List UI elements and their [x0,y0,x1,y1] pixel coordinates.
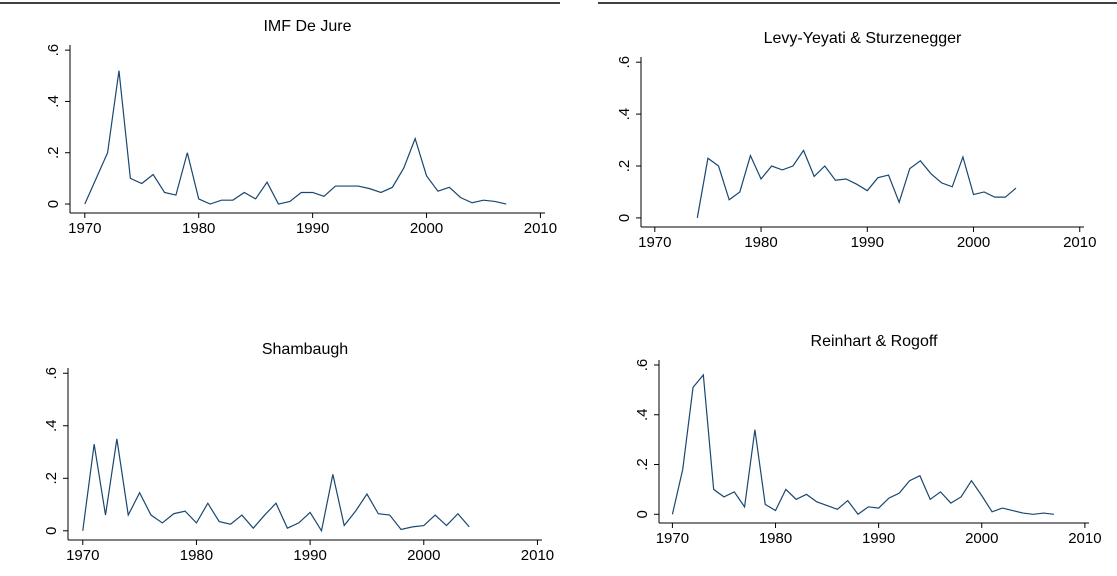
x-tick-label: 1980 [182,220,215,237]
y-tick-label: .4 [45,95,62,108]
x-tick-label: 2010 [521,547,554,564]
y-tick-label: .4 [634,408,651,421]
y-tick-label: 0 [43,527,60,535]
series-line [696,149,1017,219]
x-tick-label: 1980 [759,530,792,547]
y-tick-label: .2 [616,160,633,173]
chart-title: Reinhart & Rogoff [811,333,938,350]
y-tick-label: .6 [634,359,651,372]
x-tick-label: 1980 [744,234,777,251]
x-tick-label: 1990 [862,530,895,547]
y-tick-label: 0 [634,510,651,518]
x-tick-label: 1990 [851,234,884,251]
y-tick-label: .2 [45,146,62,159]
x-tick-label: 1970 [66,547,99,564]
x-tick-label: 1970 [638,234,671,251]
x-tick-label: 1980 [180,547,213,564]
y-tick-label: .2 [43,472,60,485]
series-line [671,373,1055,516]
y-tick-label: .6 [43,367,60,380]
x-tick-label: 2000 [410,220,443,237]
x-tick-label: 2000 [957,234,990,251]
y-tick-label: 0 [45,200,62,208]
x-tick-label: 1990 [293,547,326,564]
y-tick-label: 0 [616,214,633,222]
series-line [82,438,470,533]
chart-title: IMF De Jure [263,18,351,35]
x-tick-label: 2000 [965,530,998,547]
y-tick-label: .4 [43,420,60,433]
x-tick-label: 2000 [407,547,440,564]
x-tick-label: 1970 [68,220,101,237]
x-tick-label: 2010 [1068,530,1101,547]
y-tick-label: .6 [616,56,633,69]
x-tick-label: 1970 [656,530,689,547]
series-line [84,70,507,205]
chart-title: Levy-Yeyati & Sturzenegger [764,30,962,47]
y-tick-label: .2 [634,458,651,471]
chart-title: Shambaugh [262,341,348,358]
x-tick-label: 1990 [296,220,329,237]
y-tick-label: .6 [45,44,62,57]
x-tick-label: 2010 [1063,234,1096,251]
x-tick-label: 2010 [524,220,557,237]
y-tick-label: .4 [616,108,633,121]
